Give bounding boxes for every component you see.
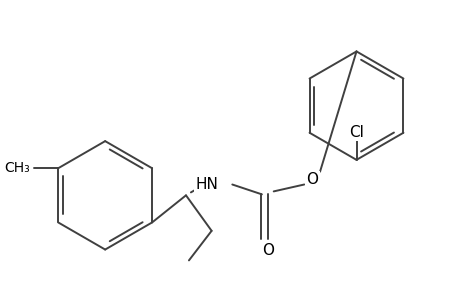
Text: CH₃: CH₃ — [4, 161, 29, 175]
Text: Cl: Cl — [348, 125, 363, 140]
Text: HN: HN — [195, 177, 218, 192]
Text: O: O — [261, 243, 273, 258]
Text: O: O — [306, 172, 318, 187]
